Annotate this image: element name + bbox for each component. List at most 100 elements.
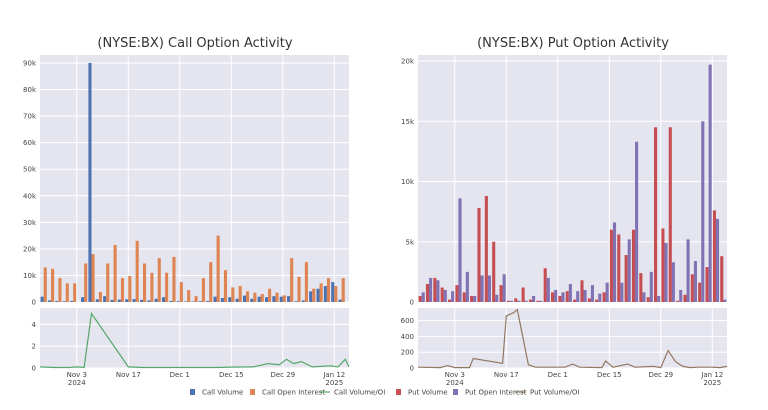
put-ratio-y-tick-label: 400 — [401, 333, 414, 341]
call-y-tick-label: 90k — [23, 59, 37, 67]
call-ratio-plot-area — [40, 308, 349, 368]
put-x-tick-label: Nov 3 — [445, 371, 465, 379]
put-bar-open-interest — [679, 289, 683, 302]
put-bar-volume — [484, 195, 488, 302]
call-bar-open-interest — [260, 294, 264, 302]
call-y-tick-label: 60k — [23, 139, 37, 147]
call-bar-open-interest — [275, 292, 279, 302]
put-bar-open-interest — [495, 294, 499, 302]
put-bar-volume — [617, 234, 621, 302]
call-bar-open-interest — [165, 272, 169, 302]
call-ratio-line — [39, 311, 350, 369]
legend-swatch — [190, 389, 195, 395]
put-bar-open-interest — [657, 295, 661, 302]
put-bar-open-interest — [620, 282, 624, 302]
call-bar-open-interest — [253, 292, 257, 302]
put-bar-volume — [558, 295, 562, 302]
call-bar-volume — [117, 299, 121, 302]
put-bar-open-interest — [465, 271, 469, 302]
put-x-tick-label: Dec 29 — [648, 371, 673, 379]
call-bar-open-interest — [282, 295, 286, 302]
put-x-tick-label: Dec 1 — [548, 371, 568, 379]
put-bar-volume — [425, 283, 430, 302]
call-bar-open-interest — [65, 283, 69, 302]
put-bar-volume — [668, 127, 672, 302]
legend-item: Call Volume — [190, 389, 243, 397]
put-bar-volume — [646, 297, 650, 302]
put-bar-volume — [506, 300, 510, 302]
put-plot-area — [418, 55, 727, 302]
put-bar-volume — [602, 292, 606, 302]
put-x-tick-label: Dec 15 — [597, 371, 622, 379]
call-bar-volume — [250, 298, 254, 302]
call-x-tick-label: Nov 3 — [67, 371, 87, 379]
call-bar-volume — [62, 301, 66, 302]
call-bar-open-interest — [246, 291, 250, 302]
call-bar-open-interest — [290, 258, 294, 302]
call-bar-open-interest — [98, 291, 102, 302]
call-bar-volume — [110, 299, 114, 302]
put-bar-open-interest — [583, 289, 587, 302]
call-y-tick-label: 80k — [23, 86, 37, 94]
call-bar-open-interest — [113, 244, 117, 302]
legend-item: Put Volume — [396, 389, 448, 397]
put-bar-volume — [712, 210, 716, 302]
put-bar-volume — [514, 298, 518, 302]
put-bar-open-interest — [561, 292, 565, 302]
call-y-tick-label: 70k — [23, 113, 37, 121]
put-bar-volume — [448, 299, 452, 302]
put-bar-volume — [477, 208, 481, 302]
put-bar-volume — [536, 300, 540, 302]
put-y-tick-label: 5k — [405, 238, 414, 246]
put-bar-volume — [580, 280, 584, 302]
put-bar-open-interest — [509, 300, 514, 302]
put-bar-open-interest — [635, 141, 639, 302]
put-x-tick-label: 2025 — [703, 379, 721, 387]
put-x-tick-label: Nov 17 — [494, 371, 519, 379]
call-bar-open-interest — [91, 254, 95, 302]
call-bar-volume — [220, 298, 224, 302]
put-bar-volume — [492, 241, 496, 302]
call-bar-volume — [103, 296, 107, 302]
call-bar-volume — [228, 297, 232, 302]
call-bar-volume — [169, 300, 173, 302]
legend-swatch — [453, 389, 458, 395]
call-bar-volume — [198, 301, 202, 302]
call-bar-open-interest — [120, 278, 125, 302]
call-bar-volume — [316, 288, 320, 302]
put-bar-open-interest — [642, 292, 646, 302]
put-ratio-y-tick-label: 200 — [401, 349, 414, 357]
legend-label: Call Open Interest — [262, 389, 325, 397]
put-y-tick-label: 20k — [401, 58, 415, 66]
call-bar-open-interest — [157, 258, 161, 302]
call-x-tick-label: Dec 29 — [270, 371, 295, 379]
call-bar-volume — [147, 300, 151, 302]
legend-item: Put Open Interest — [453, 389, 527, 397]
call-bar-volume — [132, 299, 136, 302]
put-bar-open-interest — [671, 262, 675, 302]
call-bar-volume — [287, 296, 291, 302]
call-bar-open-interest — [304, 262, 308, 302]
call-bar-volume — [47, 300, 52, 302]
put-bar-open-interest — [627, 239, 631, 302]
put-bar-volume — [418, 295, 422, 302]
put-ratio-plot-area — [418, 308, 727, 368]
put-x-tick-label: 2024 — [446, 379, 464, 387]
put-bar-volume — [705, 267, 709, 302]
put-bar-volume — [433, 277, 437, 302]
put-chart-title: (NYSE:BX) Put Option Activity — [477, 36, 669, 51]
call-bar-volume — [272, 296, 276, 302]
put-bar-open-interest — [693, 261, 697, 302]
call-bar-volume — [176, 301, 180, 302]
call-bar-open-interest — [209, 262, 213, 302]
call-bar-open-interest — [326, 278, 331, 302]
put-y-tick-label: 0 — [410, 299, 414, 307]
call-bar-volume — [301, 300, 305, 302]
put-bar-volume — [499, 285, 503, 302]
call-bar-volume — [338, 299, 342, 302]
put-bar-volume — [676, 300, 680, 302]
call-bar-open-interest — [84, 263, 88, 302]
put-bar-volume — [573, 299, 577, 302]
